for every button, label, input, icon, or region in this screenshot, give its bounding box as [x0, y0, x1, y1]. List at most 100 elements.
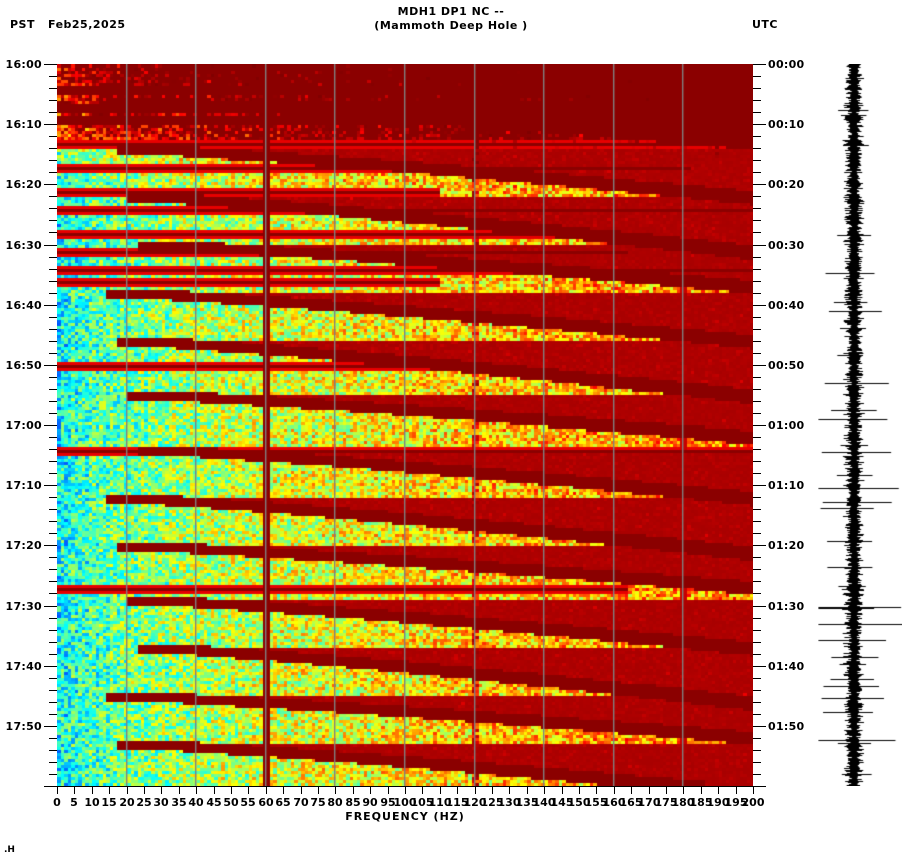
right-axis-major-tick [753, 485, 766, 486]
utc-label: UTC [752, 18, 779, 31]
right-axis-label: 00:40 [768, 299, 805, 312]
right-axis-minor-tick [753, 630, 761, 631]
right-axis-minor-tick [753, 88, 761, 89]
frequency-axis-label: 10 [84, 796, 100, 809]
right-axis-minor-tick [753, 774, 761, 775]
frequency-axis-label: 65 [275, 796, 291, 809]
frequency-axis-label: 115 [445, 796, 469, 809]
right-axis-minor-tick [753, 281, 761, 282]
frequency-axis-tick [353, 786, 354, 794]
left-axis-minor-tick [49, 208, 57, 209]
frequency-axis-label: 45 [206, 796, 222, 809]
frequency-axis-tick [144, 786, 145, 794]
left-axis-minor-tick [49, 533, 57, 534]
frequency-axis-tick [318, 786, 319, 794]
frequency-axis-tick [527, 786, 528, 794]
left-axis-minor-tick [49, 172, 57, 173]
seismogram-trace [818, 64, 902, 786]
left-axis-minor-tick [49, 690, 57, 691]
right-axis-label: 01:10 [768, 479, 805, 492]
left-axis-major-tick [44, 485, 57, 486]
frequency-axis-label: 175 [654, 796, 678, 809]
left-axis-minor-tick [49, 148, 57, 149]
frequency-axis-label: 90 [362, 796, 378, 809]
left-axis-minor-tick [49, 257, 57, 258]
right-axis-minor-tick [753, 112, 761, 113]
spectrogram-canvas [57, 64, 753, 786]
frequency-axis-label: 130 [497, 796, 521, 809]
left-axis-minor-tick [49, 377, 57, 378]
frequency-axis-tick [248, 786, 249, 794]
right-axis-label: 00:50 [768, 359, 805, 372]
left-axis-minor-tick [49, 557, 57, 558]
right-axis-minor-tick [753, 461, 761, 462]
right-axis-minor-tick [753, 401, 761, 402]
left-axis-minor-tick [49, 774, 57, 775]
frequency-axis-tick [92, 786, 93, 794]
frequency-axis-label: 150 [567, 796, 591, 809]
right-axis-major-tick [753, 64, 766, 65]
left-axis-label: 17:10 [5, 479, 42, 492]
left-axis-label: 17:50 [5, 720, 42, 733]
left-axis-minor-tick [49, 750, 57, 751]
right-axis-minor-tick [753, 293, 761, 294]
right-axis-major-tick [753, 606, 766, 607]
frequency-axis-tick [736, 786, 737, 794]
right-axis-label: 00:20 [768, 178, 805, 191]
frequency-axis-tick [683, 786, 684, 794]
left-axis-minor-tick [49, 473, 57, 474]
frequency-axis-label: 155 [584, 796, 608, 809]
frequency-axis-label: 105 [410, 796, 434, 809]
frequency-axis-tick [701, 786, 702, 794]
frequency-axis-tick [335, 786, 336, 794]
left-axis-label: 17:20 [5, 539, 42, 552]
left-axis-minor-tick [49, 642, 57, 643]
right-axis-minor-tick [753, 678, 761, 679]
left-axis-minor-tick [49, 738, 57, 739]
right-axis-minor-tick [753, 148, 761, 149]
left-axis-major-tick [44, 184, 57, 185]
frequency-axis-tick [161, 786, 162, 794]
frequency-axis-label: 80 [327, 796, 343, 809]
right-axis-label: 01:50 [768, 720, 805, 733]
right-axis-minor-tick [753, 232, 761, 233]
frequency-axis-tick [614, 786, 615, 794]
right-axis-minor-tick [753, 581, 761, 582]
right-axis-minor-tick [753, 257, 761, 258]
left-axis-minor-tick [49, 762, 57, 763]
frequency-axis-tick [579, 786, 580, 794]
left-axis-minor-tick [49, 521, 57, 522]
right-axis-major-tick [753, 666, 766, 667]
right-axis-minor-tick [753, 618, 761, 619]
frequency-axis-label: 170 [637, 796, 661, 809]
right-axis-minor-tick [753, 220, 761, 221]
frequency-axis-label: 190 [706, 796, 730, 809]
frequency-axis-tick [127, 786, 128, 794]
left-axis-major-tick [44, 425, 57, 426]
left-axis-minor-tick [49, 678, 57, 679]
right-axis-minor-tick [753, 569, 761, 570]
left-axis-label: 16:00 [5, 58, 42, 71]
frequency-axis-label: 20 [119, 796, 135, 809]
right-axis-minor-tick [753, 557, 761, 558]
left-axis-major-tick [44, 606, 57, 607]
left-axis-minor-tick [49, 232, 57, 233]
frequency-axis-tick [718, 786, 719, 794]
frequency-axis-title: FREQUENCY (HZ) [345, 810, 465, 823]
left-axis-minor-tick [49, 461, 57, 462]
left-axis-label: 16:10 [5, 118, 42, 131]
right-axis-minor-tick [753, 389, 761, 390]
right-axis-minor-tick [753, 702, 761, 703]
spectrogram-plot[interactable] [57, 64, 753, 786]
right-axis-minor-tick [753, 533, 761, 534]
frequency-axis-label: 0 [53, 796, 61, 809]
right-axis-label: 01:00 [768, 419, 805, 432]
left-axis-minor-tick [49, 497, 57, 498]
left-axis-label: 17:00 [5, 419, 42, 432]
right-axis-label: 01:40 [768, 660, 805, 673]
timezone-label: PST [10, 18, 35, 31]
frequency-axis-label: 195 [724, 796, 748, 809]
right-axis-minor-tick [753, 714, 761, 715]
right-axis-major-tick [753, 786, 766, 787]
right-axis-minor-tick [753, 509, 761, 510]
